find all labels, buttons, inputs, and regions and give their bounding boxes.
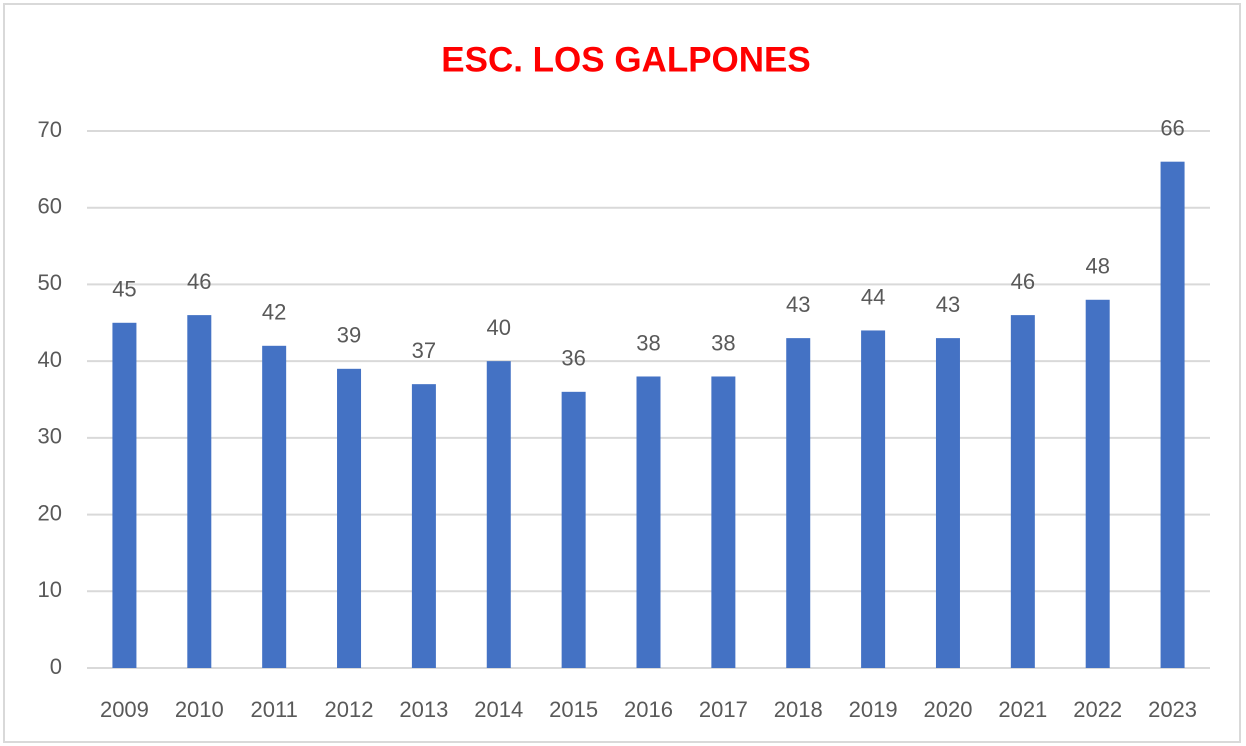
bar <box>262 345 287 668</box>
data-label: 40 <box>487 315 511 340</box>
x-tick-label: 2012 <box>325 697 374 722</box>
x-tick-label: 2018 <box>774 697 823 722</box>
x-tick-label: 2015 <box>549 697 598 722</box>
bar <box>1160 161 1185 668</box>
y-tick-label: 50 <box>38 270 62 295</box>
x-tick-label: 2009 <box>100 697 149 722</box>
bar <box>935 338 960 668</box>
data-label: 38 <box>636 330 660 355</box>
y-tick-label: 40 <box>38 347 62 372</box>
data-label: 38 <box>711 330 735 355</box>
x-tick-label: 2020 <box>923 697 972 722</box>
data-label: 39 <box>337 323 361 348</box>
data-label: 46 <box>187 269 211 294</box>
bar <box>786 338 811 668</box>
bar <box>337 368 362 668</box>
x-tick-label: 2016 <box>624 697 673 722</box>
data-label: 44 <box>861 284 885 309</box>
bar <box>1010 315 1035 668</box>
data-label: 36 <box>561 346 585 371</box>
y-tick-label: 10 <box>38 577 62 602</box>
bar <box>486 361 511 668</box>
x-tick-label: 2022 <box>1073 697 1122 722</box>
bar <box>411 384 436 668</box>
bar <box>636 376 661 668</box>
y-tick-label: 60 <box>38 194 62 219</box>
data-label: 45 <box>112 277 136 302</box>
y-tick-label: 0 <box>50 654 62 679</box>
x-tick-label: 2021 <box>998 697 1047 722</box>
bar <box>112 322 137 668</box>
data-label: 42 <box>262 300 286 325</box>
x-tick-label: 2017 <box>699 697 748 722</box>
data-label: 48 <box>1085 254 1109 279</box>
x-tick-label: 2010 <box>175 697 224 722</box>
x-tick-label: 2014 <box>474 697 523 722</box>
bar <box>711 376 736 668</box>
data-label: 46 <box>1011 269 1035 294</box>
x-tick-label: 2013 <box>399 697 448 722</box>
data-label: 66 <box>1160 115 1184 140</box>
x-tick-label: 2011 <box>251 697 298 722</box>
data-label: 37 <box>412 338 436 363</box>
y-tick-label: 20 <box>38 500 62 525</box>
data-label: 43 <box>936 292 960 317</box>
bar <box>561 391 586 668</box>
chart-title: ESC. LOS GALPONES <box>441 40 811 79</box>
y-tick-label: 70 <box>38 117 62 142</box>
bar <box>861 330 886 668</box>
data-label: 43 <box>786 292 810 317</box>
y-tick-label: 30 <box>38 424 62 449</box>
x-tick-label: 2019 <box>849 697 898 722</box>
bar <box>187 315 212 668</box>
bar <box>1085 299 1110 668</box>
x-tick-label: 2023 <box>1148 697 1197 722</box>
